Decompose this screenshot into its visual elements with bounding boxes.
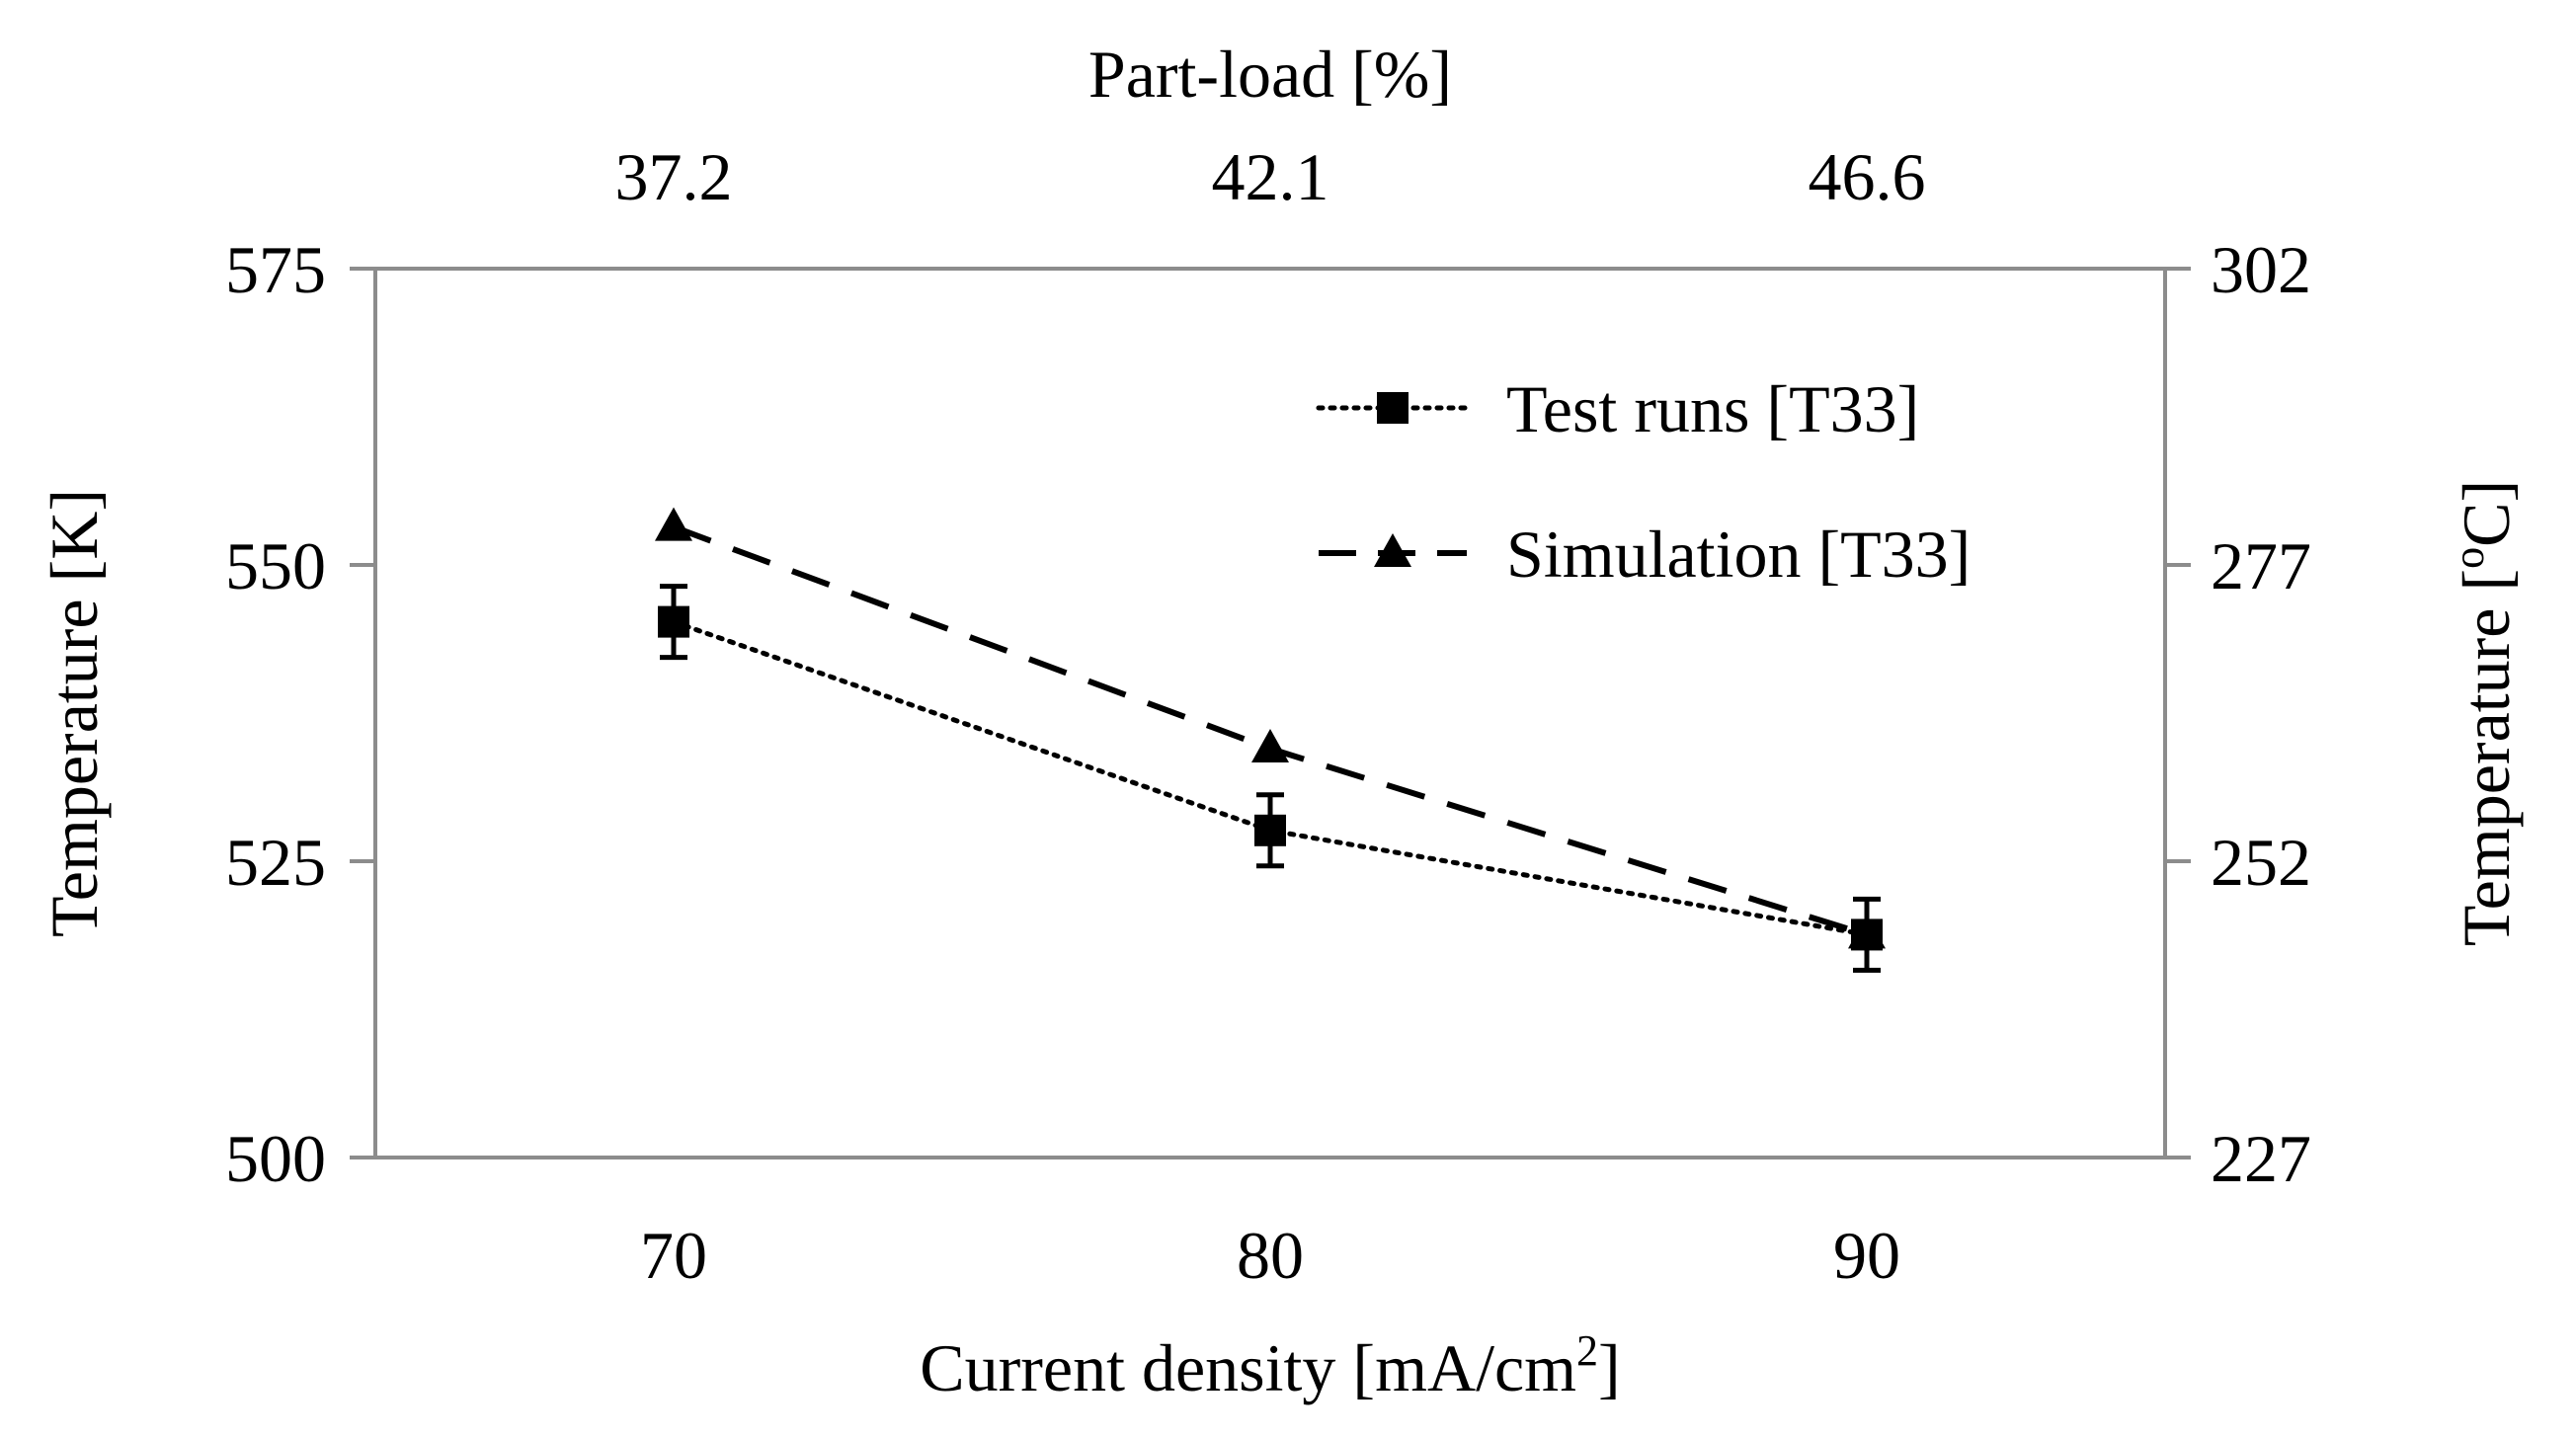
y-right-title-sup: o [2445, 547, 2493, 569]
axis-ticks [350, 267, 2191, 1159]
series-line-test-runs [671, 619, 1870, 937]
legend-label-simulation: Simulation [T33] [1506, 517, 1971, 592]
legend-marker-simulation [1374, 533, 1411, 567]
x-axis-title: Current density [mA/cm2] [920, 1326, 1620, 1405]
y-left-tick-label: 575 [225, 232, 326, 307]
top-tick-label: 46.6 [1809, 139, 1926, 214]
data-point-test-runs [658, 605, 689, 638]
y-right-tick-label: 227 [2211, 1121, 2311, 1196]
y-right-title-main: Temperature [ [2449, 569, 2524, 946]
y-left-tick-label: 500 [225, 1121, 326, 1196]
x-axis-title-sup: 2 [1576, 1326, 1598, 1375]
y-right-tick-label: 302 [2211, 232, 2311, 307]
plot-area-frame [373, 267, 2167, 1159]
x-tick-label: 80 [1237, 1218, 1304, 1293]
data-point-simulation [1848, 915, 1886, 949]
y-right-tick-label: 277 [2211, 528, 2311, 603]
y-axis-title-right: Temperature [oC] [2445, 480, 2524, 946]
data-point-simulation [655, 507, 692, 541]
y-right-tick-label: 252 [2211, 825, 2311, 900]
series-layer [655, 507, 1886, 973]
top-tick-label: 42.1 [1212, 139, 1329, 214]
x-tick-label: 90 [1833, 1218, 1900, 1293]
tick-labels: 500 227 525 252 550 277 575 302 70 37.2 80 42.1 90 46… [225, 139, 2311, 1293]
top-axis-title: Part-load [%] [1088, 37, 1452, 112]
y-left-tick-label: 525 [225, 825, 326, 900]
data-point-simulation [1251, 729, 1289, 762]
legend: Test runs [T33] Simulation [T33] [1316, 371, 1971, 592]
top-tick-label: 37.2 [615, 139, 733, 214]
y-axis-title-left: Temperature [K] [37, 489, 112, 937]
x-tick-label: 70 [640, 1218, 707, 1293]
y-right-title-end: C] [2449, 480, 2524, 547]
legend-label-test-runs: Test runs [T33] [1506, 371, 1919, 446]
data-point-test-runs [1254, 814, 1286, 846]
legend-marker-test-runs [1377, 392, 1409, 424]
x-axis-title-end: ] [1598, 1330, 1621, 1405]
y-left-tick-label: 550 [225, 528, 326, 603]
x-axis-title-main: Current density [mA/cm [920, 1330, 1576, 1405]
